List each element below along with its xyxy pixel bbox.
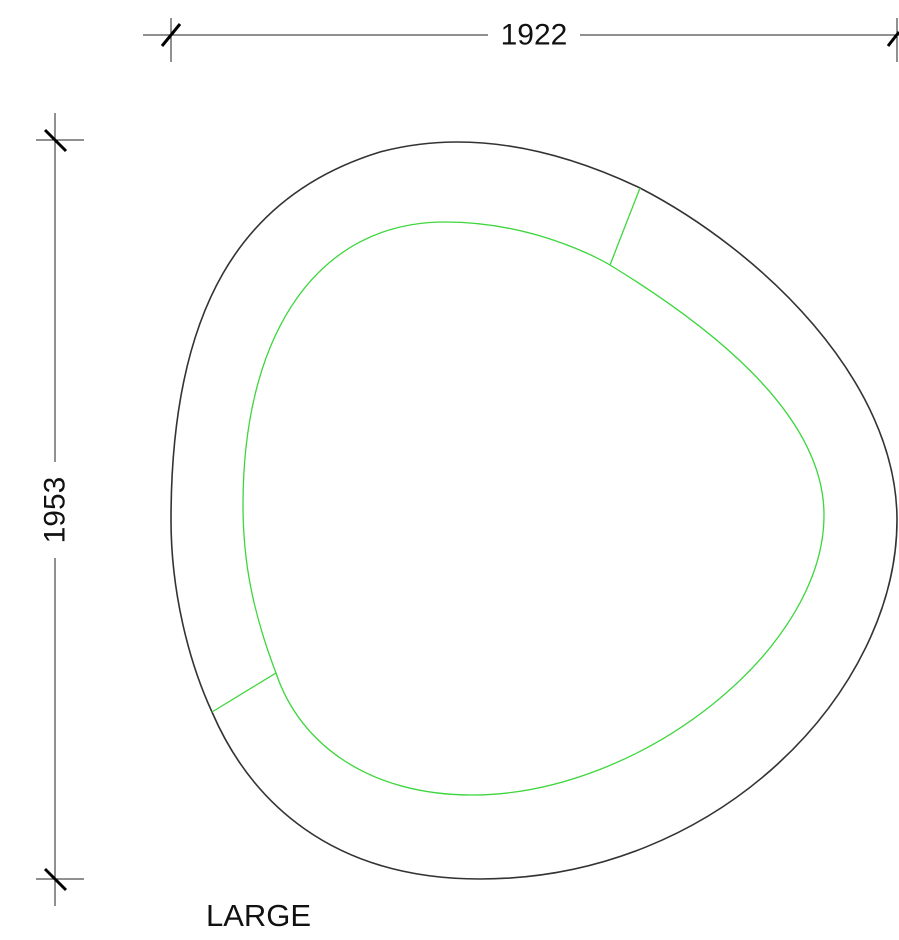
- height-tick-bottom: [43, 867, 68, 892]
- width-tick-left: [160, 23, 182, 47]
- width-dimension: 1922: [143, 18, 899, 62]
- width-dimension-label: 1922: [501, 19, 568, 52]
- size-label: LARGE: [206, 898, 311, 933]
- width-tick-right: [886, 31, 899, 47]
- connector-top-right: [609, 187, 641, 266]
- height-dimension-label: 1953: [39, 477, 72, 544]
- height-tick-top: [43, 128, 68, 153]
- outer-outline: [170, 141, 898, 880]
- height-dimension: 1953: [36, 113, 84, 906]
- connector-bottom-left: [211, 672, 277, 713]
- inner-outline: [242, 221, 825, 796]
